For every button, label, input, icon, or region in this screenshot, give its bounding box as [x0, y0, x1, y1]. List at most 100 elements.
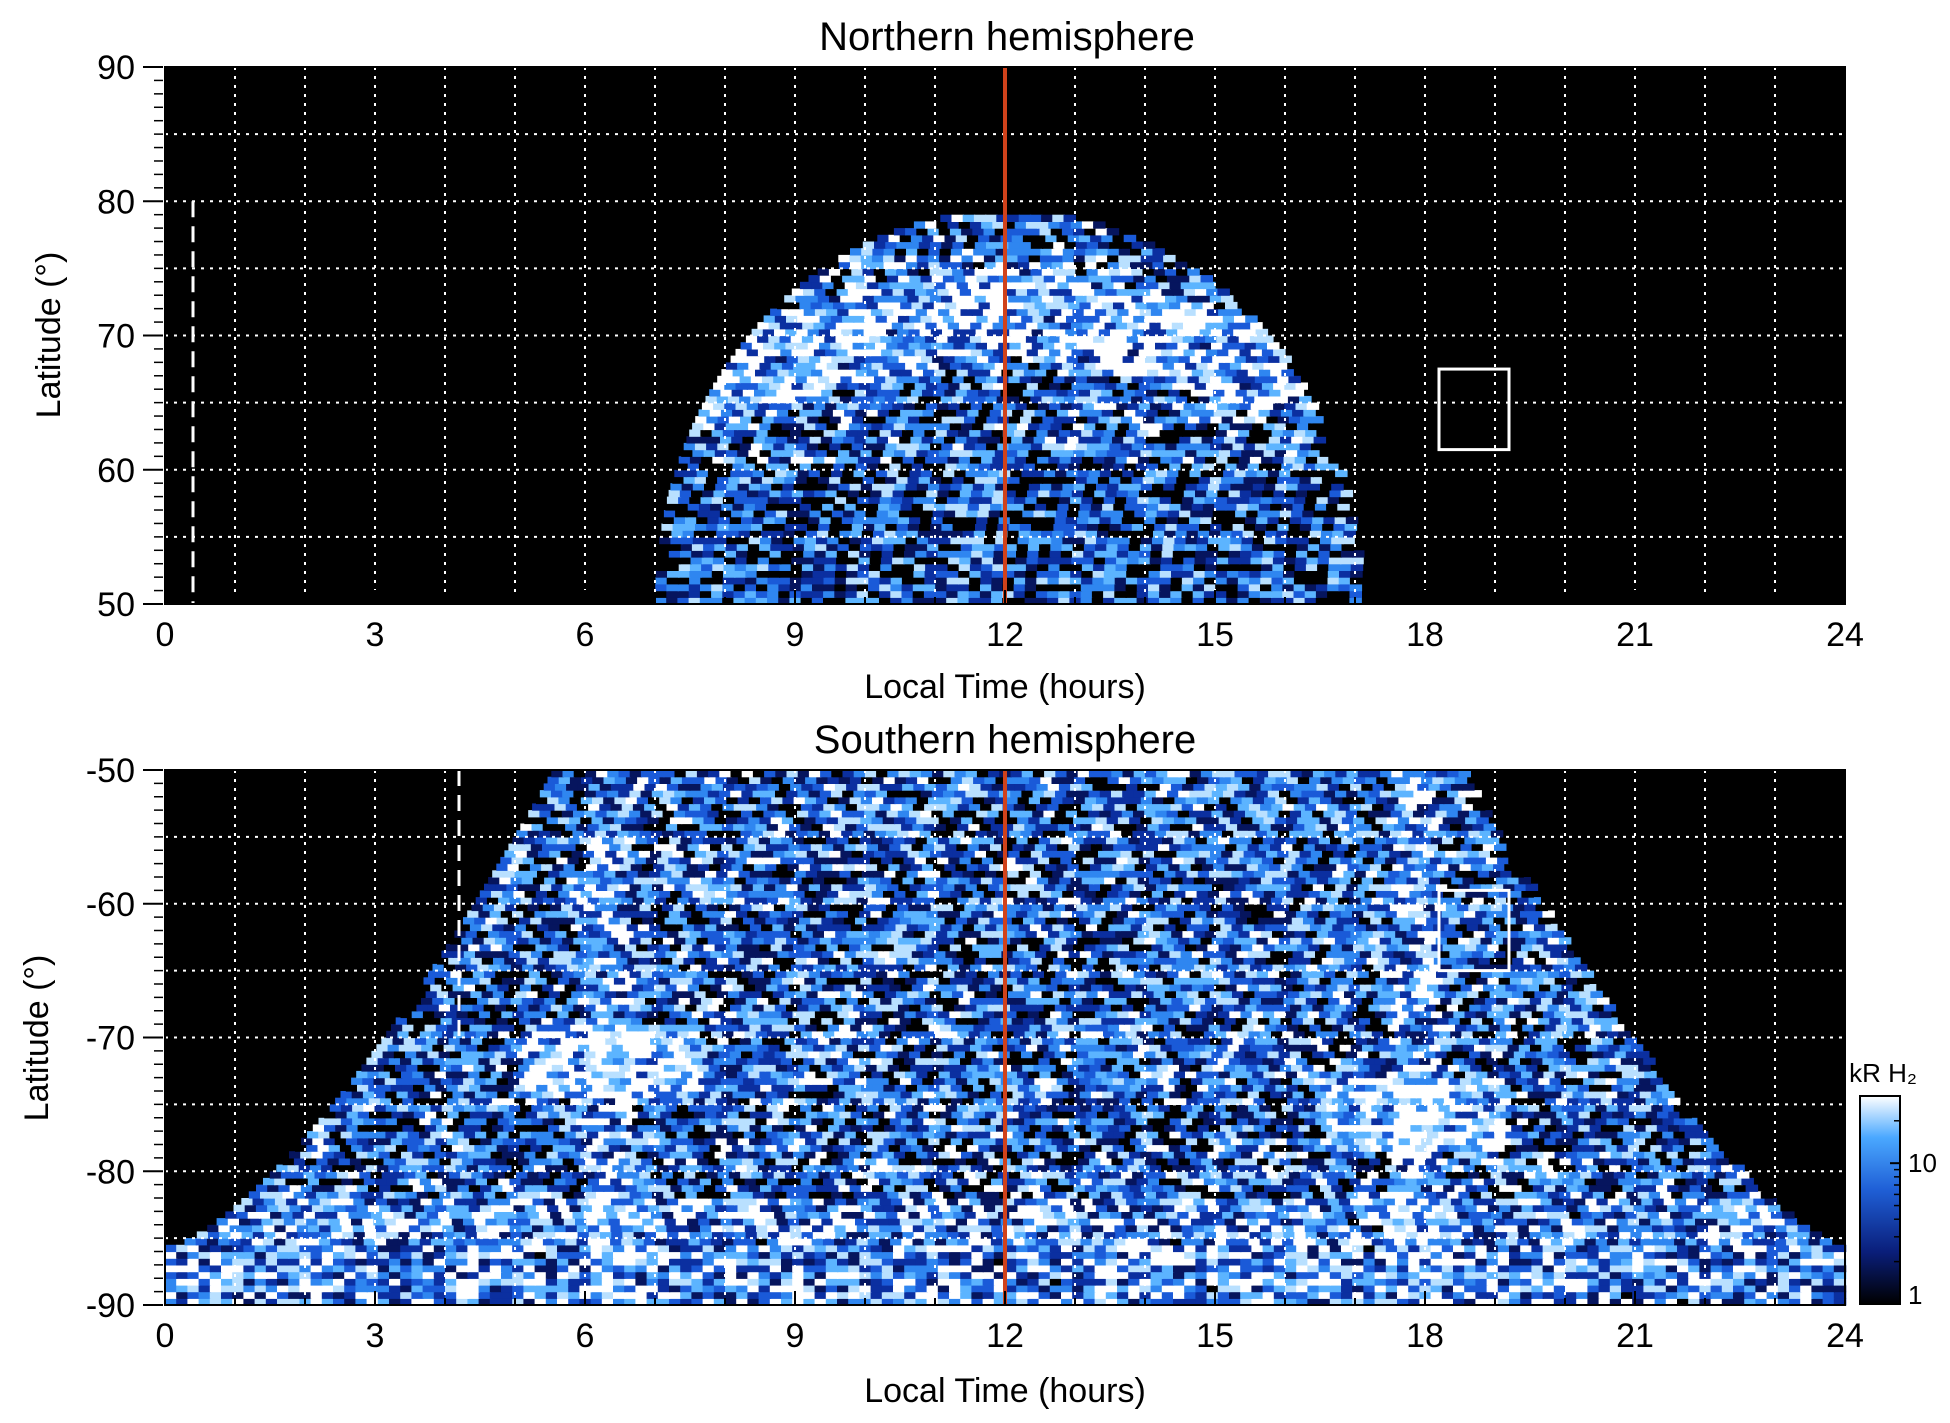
emission-cell	[1205, 557, 1219, 565]
emission-cell	[1733, 1251, 1746, 1259]
emission-cell	[1013, 583, 1027, 592]
emission-cell	[400, 1278, 413, 1286]
emission-cell	[422, 1298, 436, 1306]
emission-cell	[221, 1264, 234, 1273]
emission-cell	[1643, 1291, 1656, 1299]
emission-cell	[1475, 1284, 1488, 1293]
emission-cell	[366, 1251, 380, 1259]
emission-cell	[993, 382, 1006, 390]
emission-cell	[1286, 536, 1299, 545]
emission-cell	[904, 1284, 917, 1293]
emission-cell	[1331, 536, 1344, 545]
emission-cell	[1174, 536, 1187, 545]
emission-cell	[442, 1224, 455, 1233]
emission-cell	[793, 536, 807, 545]
emission-cell	[722, 597, 735, 605]
emission-cell	[839, 530, 852, 538]
emission-cell	[894, 449, 907, 457]
emission-cell	[756, 429, 769, 437]
emission-cell	[736, 1271, 749, 1279]
emission-cell	[933, 389, 946, 397]
emission-cell	[1196, 422, 1209, 431]
emission-cell	[456, 1284, 469, 1293]
emission-cell	[793, 362, 806, 370]
emission-cell	[1232, 476, 1245, 484]
emission-cell	[762, 328, 776, 337]
emission-cell	[1027, 1251, 1040, 1259]
emission-cell	[1249, 563, 1263, 571]
emission-cell	[1293, 1238, 1306, 1246]
emission-cell	[1152, 536, 1165, 545]
emission-cell	[860, 483, 874, 491]
emission-cell	[767, 597, 780, 605]
emission-cell	[1800, 1271, 1813, 1279]
emission-cell	[1090, 409, 1103, 417]
emission-cell	[1048, 322, 1062, 330]
emission-cell	[1293, 590, 1306, 598]
emission-cell	[310, 1258, 324, 1266]
emission-cell	[711, 1224, 724, 1233]
emission-cell	[422, 1264, 436, 1273]
emission-cell	[1070, 570, 1083, 578]
emission-cell	[429, 1218, 442, 1226]
emission-cell	[709, 1218, 722, 1226]
emission-cell	[288, 1278, 301, 1286]
emission-cell	[265, 1244, 279, 1253]
emission-cell	[1217, 489, 1230, 498]
emission-cell	[859, 1278, 872, 1286]
emission-cell	[1005, 1298, 1018, 1306]
emission-cell	[1283, 456, 1296, 464]
emission-cell	[445, 1278, 458, 1286]
emission-cell	[960, 1271, 973, 1279]
emission-cell	[1204, 583, 1217, 592]
emission-cell	[939, 248, 953, 256]
emission-cell	[949, 1244, 962, 1253]
emission-cell	[857, 496, 870, 504]
emission-cell	[902, 496, 915, 504]
emission-cell	[843, 436, 856, 444]
emission-cell	[812, 570, 826, 578]
emission-cell	[1833, 1298, 1847, 1306]
emission-cell	[1360, 1238, 1373, 1246]
emission-cell	[1050, 449, 1064, 457]
emission-cell	[1677, 1284, 1690, 1293]
emission-cell	[813, 335, 826, 343]
emission-cell	[1665, 1271, 1679, 1279]
emission-cell	[671, 530, 684, 538]
emission-cell	[932, 436, 946, 444]
emission-cell	[1281, 463, 1294, 471]
emission-cell	[1015, 288, 1029, 296]
emission-cell	[840, 295, 853, 303]
emission-cell	[894, 483, 907, 491]
emission-cell	[747, 1298, 760, 1306]
emission-cell	[1150, 1298, 1164, 1306]
emission-cell	[1654, 1278, 1668, 1286]
emission-cell	[849, 362, 862, 370]
emission-cell	[1191, 301, 1204, 310]
emission-cell	[868, 577, 881, 585]
emission-cell	[1509, 1291, 1522, 1299]
emission-cell	[924, 583, 937, 592]
emission-cell	[1029, 261, 1042, 269]
emission-cell	[1054, 275, 1068, 283]
emission-cell	[445, 1244, 458, 1253]
emission-cell	[691, 1291, 704, 1299]
emission-cell	[1011, 436, 1024, 444]
emission-cell	[1031, 328, 1045, 337]
emission-cell	[970, 348, 984, 357]
emission-cell	[1721, 1284, 1735, 1293]
emission-cell	[411, 1264, 424, 1273]
emission-cell	[1415, 1218, 1428, 1226]
emission-cell	[1071, 557, 1084, 565]
emission-cell	[1316, 583, 1329, 592]
emission-cell	[1303, 503, 1317, 511]
emission-cell	[964, 416, 977, 424]
emission-cell	[1061, 1264, 1074, 1273]
emission-cell	[366, 1258, 380, 1266]
emission-cell	[978, 409, 991, 417]
emission-cell	[1822, 1278, 1836, 1286]
emission-cell	[850, 248, 863, 256]
emission-cell	[1576, 1291, 1589, 1299]
emission-cell	[924, 570, 938, 578]
emission-cell	[780, 348, 793, 357]
